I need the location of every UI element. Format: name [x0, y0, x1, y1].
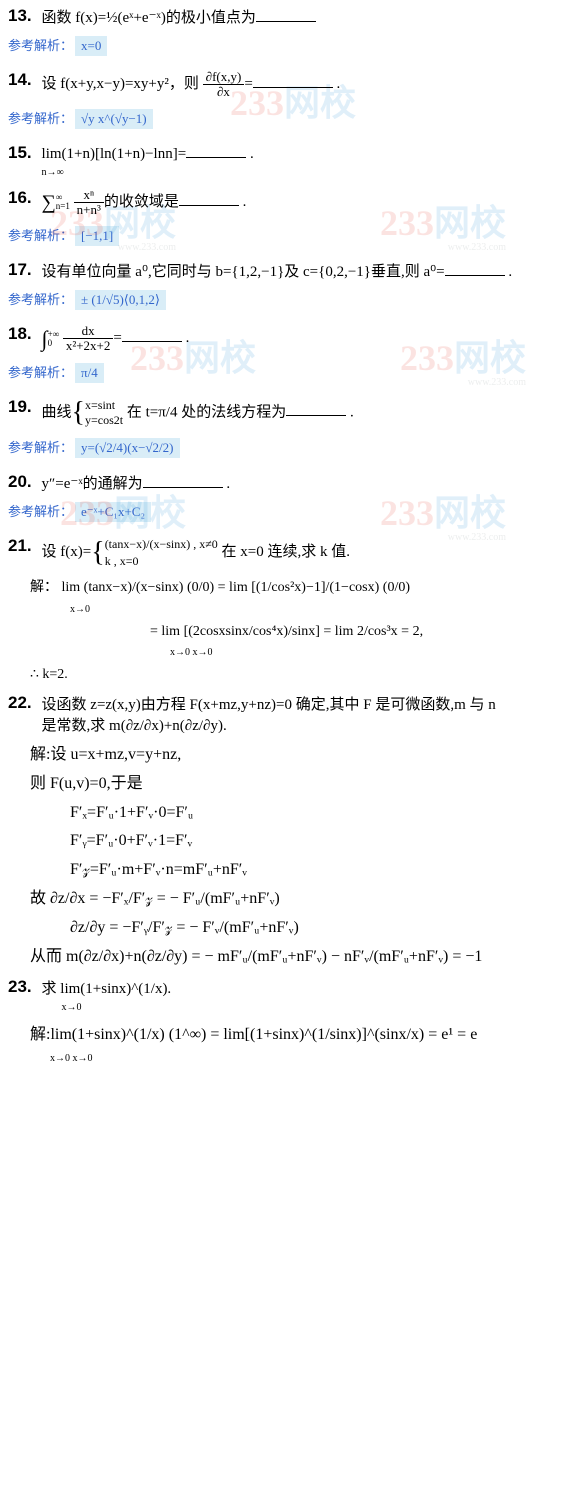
answer-14: 参考解析：√y x^(√y−1)	[8, 108, 153, 129]
question-19: 19. 曲线{x=sinty=cos2t 在 t=π/4 处的法线方程为 .	[0, 395, 585, 431]
qnum: 13.	[8, 6, 32, 26]
qnum: 15.	[8, 143, 32, 163]
answer-18: 参考解析：π/4	[8, 362, 104, 383]
qtext: y″=e⁻ˣ的通解为 .	[42, 472, 231, 493]
qnum: 18.	[8, 324, 32, 344]
qtext: 设 f(x+y,x−y)=xy+y²，则 ∂f(x,y)∂x= .	[42, 70, 341, 100]
qtext: 设有单位向量 a⁰,它同时与 b={1,2,−1}及 c={0,2,−1}垂直,…	[42, 260, 513, 281]
qtext: lim(1+n)[ln(1+n)−lnn]= .n→∞	[42, 143, 254, 180]
qtext: 设函数 z=z(x,y)由方程 F(x+mz,y+nz)=0 确定,其中 F 是…	[42, 693, 496, 735]
question-15: 15. lim(1+n)[ln(1+n)−lnn]= .n→∞	[0, 141, 585, 182]
answer-13: 参考解析：x=0	[8, 35, 107, 56]
qnum: 17.	[8, 260, 32, 280]
qtext: ∑∞n=1 xⁿn+n³的收敛域是 .	[42, 188, 247, 218]
answer-16: 参考解析：[−1,1]	[8, 225, 119, 246]
qnum: 14.	[8, 70, 32, 90]
qtext: ∫+∞0 dxx²+2x+2= .	[42, 324, 190, 354]
solution-23: 解:lim(1+sinx)^(1/x) (1^∞) = lim[(1+sinx)…	[30, 1021, 585, 1068]
qtext: 曲线{x=sinty=cos2t 在 t=π/4 处的法线方程为 .	[42, 397, 354, 429]
question-18: 18. ∫+∞0 dxx²+2x+2= .	[0, 322, 585, 356]
qnum: 19.	[8, 397, 32, 417]
question-17: 17. 设有单位向量 a⁰,它同时与 b={1,2,−1}及 c={0,2,−1…	[0, 258, 585, 283]
question-23: 23. 求 lim(1+sinx)^(1/x).x→0	[0, 975, 585, 1017]
qtext: 函数 f(x)=½(eˣ+e⁻ˣ)的极小值点为	[42, 6, 316, 27]
qnum: 20.	[8, 472, 32, 492]
answer-17: 参考解析：± (1/√5)⟨0,1,2⟩	[8, 289, 166, 310]
solution-22: 解:设 u=x+mz,v=y+nz, 则 F(u,v)=0,于是 F′ₓ=F′ᵤ…	[30, 741, 585, 971]
question-13: 13. 函数 f(x)=½(eˣ+e⁻ˣ)的极小值点为	[0, 4, 585, 29]
qtext: 设 f(x)={(tanx−x)/(x−sinx) , x≠0k , x=0 在…	[42, 536, 350, 570]
qnum: 22.	[8, 693, 32, 713]
question-22: 22. 设函数 z=z(x,y)由方程 F(x+mz,y+nz)=0 确定,其中…	[0, 691, 585, 737]
question-14: 14. 设 f(x+y,x−y)=xy+y²，则 ∂f(x,y)∂x= .	[0, 68, 585, 102]
question-21: 21. 设 f(x)={(tanx−x)/(x−sinx) , x≠0k , x…	[0, 534, 585, 572]
answer-20: 参考解析：e⁻ˣ+C₁x+C₂	[8, 501, 151, 522]
answer-19: 参考解析：y=(√2/4)(x−√2/2)	[8, 437, 180, 458]
solution-21: 解： lim (tanx−x)/(x−sinx) (0/0) = lim [(1…	[30, 575, 585, 687]
qtext: 求 lim(1+sinx)^(1/x).x→0	[42, 977, 172, 1015]
qnum: 16.	[8, 188, 32, 208]
question-16: 16. ∑∞n=1 xⁿn+n³的收敛域是 .	[0, 186, 585, 220]
question-20: 20. y″=e⁻ˣ的通解为 .	[0, 470, 585, 495]
qnum: 23.	[8, 977, 32, 997]
qnum: 21.	[8, 536, 32, 556]
